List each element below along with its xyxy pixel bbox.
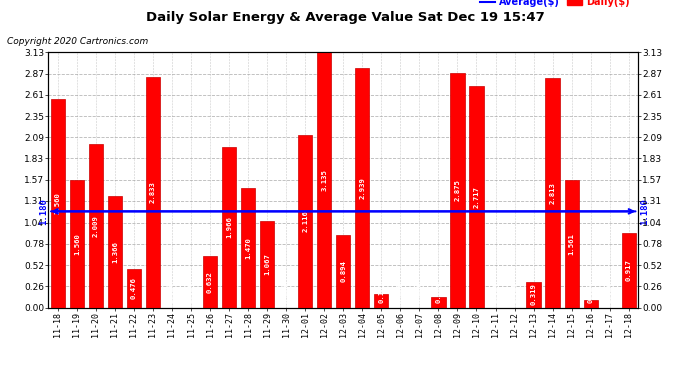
Text: Daily Solar Energy & Average Value Sat Dec 19 15:47: Daily Solar Energy & Average Value Sat D… bbox=[146, 11, 544, 24]
Bar bbox=[584, 300, 598, 307]
Text: 0.000: 0.000 bbox=[397, 281, 404, 303]
Text: 0.917: 0.917 bbox=[626, 259, 632, 281]
Bar bbox=[336, 235, 351, 308]
Bar bbox=[469, 86, 484, 308]
Bar bbox=[564, 180, 579, 308]
Bar bbox=[203, 256, 217, 307]
Text: 2.116: 2.116 bbox=[302, 210, 308, 232]
Bar bbox=[451, 73, 464, 308]
Text: 1.366: 1.366 bbox=[112, 241, 118, 263]
Text: 0.000: 0.000 bbox=[283, 281, 289, 303]
Bar bbox=[108, 196, 122, 308]
Bar bbox=[374, 294, 388, 307]
Text: 0.163: 0.163 bbox=[378, 281, 384, 303]
Text: 1.067: 1.067 bbox=[264, 253, 270, 275]
Text: 0.000: 0.000 bbox=[511, 281, 518, 303]
Text: 1.470: 1.470 bbox=[245, 237, 251, 258]
Text: 0.894: 0.894 bbox=[340, 260, 346, 282]
Text: 0.124: 0.124 bbox=[435, 281, 442, 303]
Text: Copyright 2020 Cartronics.com: Copyright 2020 Cartronics.com bbox=[7, 38, 148, 46]
Text: 0.319: 0.319 bbox=[531, 284, 537, 306]
Bar bbox=[317, 52, 331, 308]
Bar bbox=[222, 147, 236, 308]
Text: 0.000: 0.000 bbox=[493, 281, 498, 303]
Text: 2.560: 2.560 bbox=[55, 192, 61, 214]
Bar bbox=[526, 282, 541, 308]
Text: 2.939: 2.939 bbox=[359, 177, 365, 199]
Bar bbox=[50, 99, 65, 308]
Text: 2.717: 2.717 bbox=[473, 186, 480, 208]
Legend: Average($), Daily($): Average($), Daily($) bbox=[476, 0, 633, 11]
Text: 0.000: 0.000 bbox=[169, 281, 175, 303]
Bar bbox=[146, 77, 160, 308]
Text: 0.000: 0.000 bbox=[416, 281, 422, 303]
Bar bbox=[127, 269, 141, 308]
Text: 0.632: 0.632 bbox=[207, 271, 213, 293]
Text: 1.966: 1.966 bbox=[226, 216, 232, 238]
Text: 2.875: 2.875 bbox=[455, 180, 460, 201]
Text: 3.135: 3.135 bbox=[322, 169, 327, 191]
Text: 0.000: 0.000 bbox=[188, 281, 194, 303]
Text: 1.560: 1.560 bbox=[74, 233, 80, 255]
Text: 2.833: 2.833 bbox=[150, 181, 156, 203]
Bar bbox=[241, 188, 255, 308]
Bar bbox=[431, 297, 446, 307]
Bar bbox=[622, 233, 636, 308]
Bar bbox=[298, 135, 313, 308]
Bar bbox=[260, 220, 275, 308]
Bar bbox=[546, 78, 560, 308]
Text: 1.180: 1.180 bbox=[640, 198, 649, 225]
Bar bbox=[70, 180, 84, 308]
Text: 1.180: 1.180 bbox=[39, 198, 48, 225]
Text: 2.813: 2.813 bbox=[550, 182, 555, 204]
Bar bbox=[355, 68, 369, 308]
Text: 0.476: 0.476 bbox=[131, 277, 137, 299]
Text: 0.094: 0.094 bbox=[588, 281, 593, 303]
Bar bbox=[89, 144, 103, 308]
Text: 1.561: 1.561 bbox=[569, 233, 575, 255]
Text: 0.000: 0.000 bbox=[607, 281, 613, 303]
Text: 2.009: 2.009 bbox=[93, 215, 99, 237]
